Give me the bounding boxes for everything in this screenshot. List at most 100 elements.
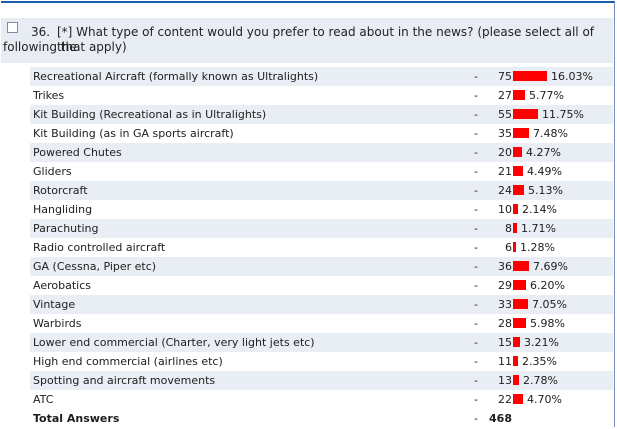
result-percent: 7.05%	[532, 298, 567, 311]
result-row: ATC - 22 4.70%	[30, 390, 613, 409]
result-percent: 11.75%	[542, 108, 584, 121]
result-separator: -	[474, 146, 478, 159]
result-count: 35	[498, 127, 512, 140]
result-percent: 5.13%	[528, 184, 563, 197]
result-bar	[513, 337, 520, 347]
result-bar	[513, 223, 517, 233]
result-percent: 4.49%	[527, 165, 562, 178]
result-separator: -	[474, 355, 478, 368]
question-text-continued: following that apply)	[3, 40, 127, 54]
result-count: 20	[498, 146, 512, 159]
result-count: 22	[498, 393, 512, 406]
result-count: 15	[498, 336, 512, 349]
result-separator: -	[474, 279, 478, 292]
result-separator: -	[474, 108, 478, 121]
result-row: Warbirds - 28 5.98%	[30, 314, 613, 333]
result-row: Trikes - 27 5.77%	[30, 86, 613, 105]
result-row: Parachuting - 8 1.71%	[30, 219, 613, 238]
result-bar	[513, 90, 525, 100]
result-row: Rotorcraft - 24 5.13%	[30, 181, 613, 200]
result-label: Aerobatics	[33, 279, 91, 292]
result-bar	[513, 166, 523, 176]
result-separator: -	[474, 89, 478, 102]
result-label: Trikes	[33, 89, 65, 102]
result-bar	[513, 128, 529, 138]
total-answers-value: 468	[489, 412, 512, 425]
result-label: Kit Building (as in GA sports aircraft)	[33, 127, 234, 140]
result-percent: 6.20%	[530, 279, 565, 292]
result-percent: 1.71%	[521, 222, 556, 235]
result-separator: -	[474, 393, 478, 406]
result-label: High end commercial (airlines etc)	[33, 355, 223, 368]
result-row: Gliders - 21 4.49%	[30, 162, 613, 181]
result-bar	[513, 261, 529, 271]
result-row: Hangliding - 10 2.14%	[30, 200, 613, 219]
result-separator: -	[474, 70, 478, 83]
result-label: Spotting and aircraft movements	[33, 374, 216, 387]
result-label: Warbirds	[33, 317, 82, 330]
result-bar	[513, 318, 526, 328]
result-separator: -	[474, 165, 478, 178]
result-percent: 2.78%	[523, 374, 558, 387]
question-checkbox[interactable]	[7, 22, 18, 33]
result-row: Lower end commercial (Charter, very ligh…	[30, 333, 613, 352]
result-label: Recreational Aircraft (formally known as…	[33, 70, 319, 83]
result-count: 28	[498, 317, 512, 330]
result-label: Rotorcraft	[33, 184, 88, 197]
result-bar	[513, 147, 522, 157]
result-label: Kit Building (Recreational as in Ultrali…	[33, 108, 267, 121]
result-bar	[513, 375, 519, 385]
result-row: GA (Cessna, Piper etc) - 36 7.69%	[30, 257, 613, 276]
result-row: Kit Building (as in GA sports aircraft) -…	[30, 124, 613, 143]
result-bar	[513, 242, 516, 252]
result-bar	[513, 71, 547, 81]
result-count: 13	[498, 374, 512, 387]
result-percent: 3.21%	[524, 336, 559, 349]
result-row: Spotting and aircraft movements - 13 2.78%	[30, 371, 613, 390]
result-separator: -	[474, 298, 478, 311]
result-percent: 2.14%	[522, 203, 557, 216]
result-row: High end commercial (airlines etc) - 11 2.3…	[30, 352, 613, 371]
result-percent: 2.35%	[522, 355, 557, 368]
result-bar	[513, 394, 523, 404]
result-percent: 5.98%	[530, 317, 565, 330]
result-count: 29	[498, 279, 512, 292]
result-count: 11	[498, 355, 512, 368]
result-count: 55	[498, 108, 512, 121]
results-list: Recreational Aircraft (formally known as…	[30, 67, 613, 428]
question-text: [*] What type of content would you prefe…	[57, 25, 595, 54]
result-percent: 4.70%	[527, 393, 562, 406]
result-label: Hangliding	[33, 203, 93, 216]
result-label: ATC	[33, 393, 54, 406]
result-separator: -	[474, 336, 478, 349]
result-count: 75	[498, 70, 512, 83]
result-separator: -	[474, 260, 478, 273]
result-label: Parachuting	[33, 222, 99, 235]
result-separator: -	[474, 127, 478, 140]
result-bar	[513, 280, 526, 290]
result-separator: -	[474, 317, 478, 330]
result-percent: 7.48%	[533, 127, 568, 140]
result-row: Kit Building (Recreational as in Ultrali…	[30, 105, 613, 124]
result-count: 6	[505, 241, 512, 254]
result-label: Lower end commercial (Charter, very ligh…	[33, 336, 315, 349]
total-separator: -	[474, 412, 478, 425]
result-count: 8	[505, 222, 512, 235]
result-percent: 7.69%	[533, 260, 568, 273]
result-separator: -	[474, 203, 478, 216]
result-percent: 4.27%	[526, 146, 561, 159]
result-bar	[513, 185, 524, 195]
result-separator: -	[474, 374, 478, 387]
result-count: 10	[498, 203, 512, 216]
result-bar	[513, 299, 528, 309]
question-header: 36. [*] What type of content would you p…	[1, 18, 613, 63]
result-percent: 5.77%	[529, 89, 564, 102]
result-bar	[513, 109, 538, 119]
result-row: Powered Chutes - 20 4.27%	[30, 143, 613, 162]
result-count: 21	[498, 165, 512, 178]
result-label: Radio controlled aircraft	[33, 241, 166, 254]
result-bar	[513, 356, 518, 366]
result-separator: -	[474, 241, 478, 254]
result-row: Radio controlled aircraft - 6 1.28%	[30, 238, 613, 257]
result-separator: -	[474, 222, 478, 235]
